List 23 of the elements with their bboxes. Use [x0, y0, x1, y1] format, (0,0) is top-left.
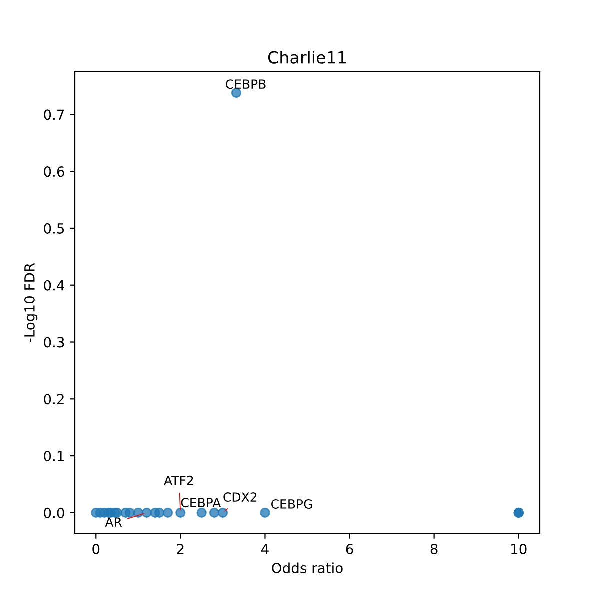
x-tick-label: 0 — [92, 544, 100, 554]
x-tick-label: 8 — [430, 544, 438, 554]
y-tick-label: 0.0 — [44, 508, 64, 518]
y-tick-label: 0.5 — [44, 223, 64, 234]
x-tick-label: 10 — [512, 544, 527, 554]
annotation: CEBPB — [226, 80, 266, 90]
annotation: CEBPG — [271, 500, 312, 509]
annotation: CDX2 — [224, 492, 257, 502]
x-tick-label: 4 — [261, 544, 269, 554]
y-tick-label: 0.4 — [44, 280, 64, 291]
y-tick-label: 0.1 — [44, 451, 64, 462]
annotation: CEBPA — [181, 498, 222, 508]
annotation: AR — [105, 518, 122, 527]
x-tick-label: 6 — [346, 544, 354, 554]
annotation: ATF2 — [164, 476, 194, 486]
x-axis-title: Odds ratio — [272, 562, 343, 574]
y-axis-title: -Log10 FDR — [24, 263, 38, 342]
x-tick-label: 2 — [177, 544, 184, 554]
y-tick-label: 0.2 — [44, 394, 64, 405]
chart-title: Charlie11 — [268, 51, 346, 64]
y-tick-label: 0.7 — [44, 110, 64, 120]
y-tick-label: 0.6 — [44, 166, 64, 178]
y-tick-label: 0.3 — [44, 337, 64, 348]
